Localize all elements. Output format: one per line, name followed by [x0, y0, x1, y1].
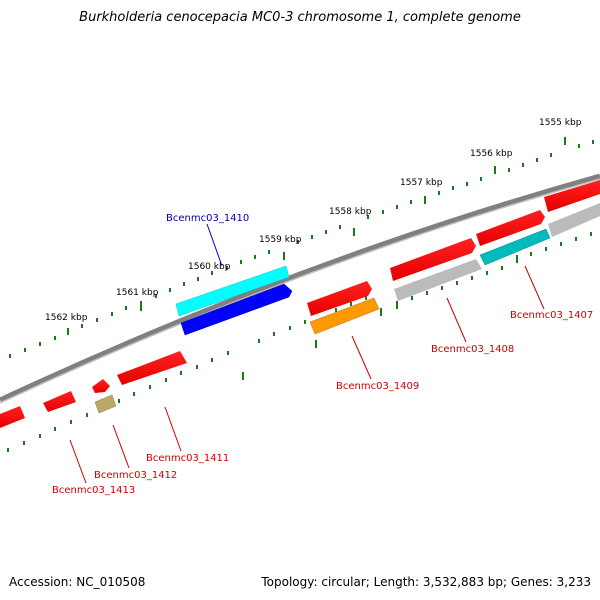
- gene-label-1407: Bcenmc03_1407: [510, 310, 593, 321]
- chromosome-backbone: [0, 173, 600, 403]
- gene-bcenmc03-1410-highlight-blue[interactable]: [180, 283, 293, 336]
- gene-bcenmc03-1410-highlight-cyan[interactable]: [175, 265, 290, 317]
- gene-red-1[interactable]: [544, 180, 600, 212]
- gene-red-4[interactable]: [307, 281, 372, 316]
- genome-stats-text: Topology: circular; Length: 3,532,883 bp…: [261, 575, 591, 589]
- ruler-label-1560: 1560 kbp: [188, 262, 231, 272]
- gene-label-1408: Bcenmc03_1408: [431, 344, 514, 355]
- outer-tick-ring: [9, 137, 594, 358]
- gene-gray-top[interactable]: [548, 203, 600, 237]
- gene-red-1411[interactable]: [117, 351, 187, 385]
- gene-label-1409: Bcenmc03_1409: [336, 381, 419, 392]
- gene-red-2[interactable]: [476, 210, 545, 246]
- ruler-label-1558: 1558 kbp: [329, 207, 372, 217]
- ruler-label-1555: 1555 kbp: [539, 118, 582, 128]
- gene-orange-1409[interactable]: [309, 297, 380, 335]
- ruler-label-1562: 1562 kbp: [45, 313, 88, 323]
- label-leaders: [69, 223, 545, 484]
- gene-red-1413[interactable]: [43, 391, 76, 412]
- gene-label-1410: Bcenmc03_1410: [166, 213, 249, 224]
- gene-label-1412: Bcenmc03_1412: [94, 470, 177, 481]
- inner-tick-ring: [7, 232, 592, 452]
- ruler-label-1557: 1557 kbp: [400, 178, 443, 188]
- gene-olive-1412[interactable]: [94, 394, 117, 414]
- gene-teal[interactable]: [479, 228, 551, 266]
- gene-gray-1408[interactable]: [394, 259, 482, 301]
- accession-text: Accession: NC_010508: [9, 575, 146, 589]
- ruler-label-1561: 1561 kbp: [116, 288, 159, 298]
- gene-red-edge[interactable]: [0, 406, 25, 428]
- chromosome-backbone-shadow: [0, 178, 600, 404]
- gene-red-1412[interactable]: [92, 379, 110, 393]
- gene-label-1411: Bcenmc03_1411: [146, 453, 229, 464]
- ruler-label-1559: 1559 kbp: [259, 235, 302, 245]
- ruler-label-1556: 1556 kbp: [470, 149, 513, 159]
- gene-label-1413: Bcenmc03_1413: [52, 485, 135, 496]
- gene-red-3[interactable]: [390, 238, 476, 281]
- map-title: Burkholderia cenocepacia MC0-3 chromosom…: [79, 10, 521, 25]
